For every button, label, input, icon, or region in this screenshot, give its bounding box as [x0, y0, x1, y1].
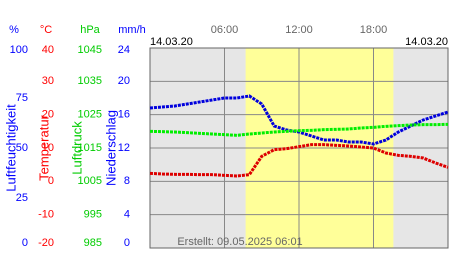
y-tick-label: 20: [42, 109, 54, 121]
x-tick-label: 18:00: [360, 24, 388, 36]
axis-title: Temperatur: [36, 114, 51, 180]
y-tick-label: 0: [22, 237, 28, 249]
y-tick-label: 0: [124, 237, 130, 249]
date-label: 14.03.20: [150, 36, 193, 48]
y-tick-label: 40: [42, 44, 54, 56]
x-tick-label: 06:00: [211, 24, 239, 36]
y-tick-label: 8: [124, 175, 130, 187]
axis-title: Luftdruck: [69, 121, 84, 175]
y-tick-label: 4: [124, 209, 130, 221]
axis-unit: hPa: [80, 24, 100, 36]
data-line: [149, 122, 449, 137]
y-tick-label: 12: [118, 142, 130, 154]
axis-unit: %: [9, 24, 19, 36]
y-tick-label: 995: [84, 209, 102, 221]
x-tick-label: 12:00: [285, 24, 313, 36]
y-tick-label: 16: [118, 109, 130, 121]
y-tick-label: 50: [16, 142, 28, 154]
y-tick-label: 0: [48, 175, 54, 187]
y-tick-label: -20: [38, 237, 54, 249]
y-tick-label: 10: [42, 142, 54, 154]
plot-area: [149, 47, 449, 249]
y-tick-label: 1005: [78, 175, 102, 187]
y-tick-label: 30: [42, 75, 54, 87]
axis-unit: °C: [40, 24, 52, 36]
y-tick-label: 20: [118, 75, 130, 87]
y-tick-label: 24: [118, 44, 130, 56]
y-tick-label: 1015: [78, 142, 102, 154]
y-tick-label: 985: [84, 237, 102, 249]
y-tick-label: 1045: [78, 44, 102, 56]
date-label: 14.03.20: [405, 36, 448, 48]
data-line: [149, 143, 449, 178]
y-tick-label: 100: [10, 44, 28, 56]
created-note: Erstellt: 09.05.2025 06:01: [177, 236, 302, 248]
y-tick-label: 1035: [78, 75, 102, 87]
axis-unit: mm/h: [118, 24, 146, 36]
axis-title: Niederschlag: [103, 110, 118, 186]
axis-title: Luftfeuchtigkeit: [3, 104, 18, 192]
y-tick-label: 25: [16, 192, 28, 204]
plot-border: [149, 47, 449, 249]
y-tick-label: -10: [38, 209, 54, 221]
y-tick-label: 1025: [78, 109, 102, 121]
y-tick-label: 75: [16, 92, 28, 104]
